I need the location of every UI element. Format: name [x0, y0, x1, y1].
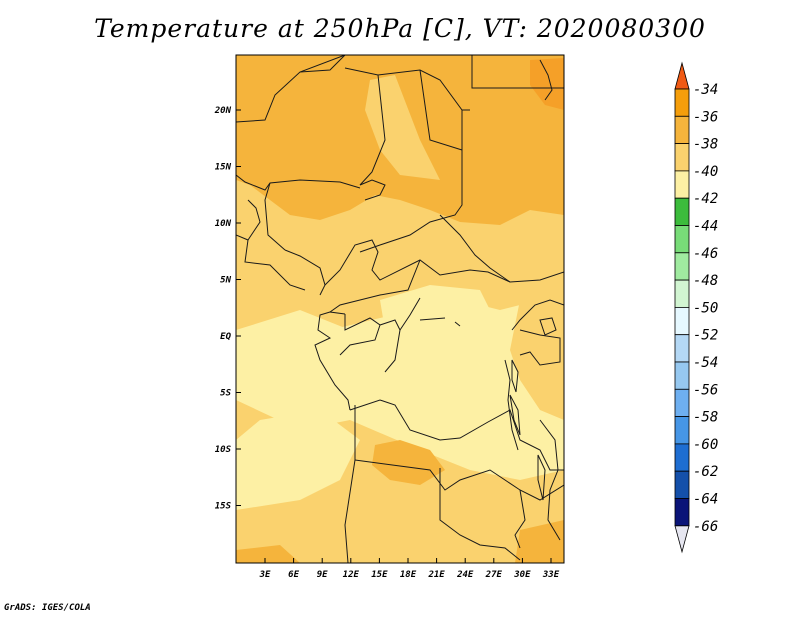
map-frame: [235, 54, 565, 564]
colorbar-box: [674, 361, 690, 390]
lat-label: 15N: [215, 163, 232, 173]
lat-label: 5N: [220, 276, 231, 286]
colorbar-box: [674, 197, 690, 226]
lon-label: 24E: [456, 570, 474, 580]
colorbar-label: -58: [693, 410, 718, 426]
colorbar-box: [674, 170, 690, 199]
band-40-intrusion: [365, 75, 440, 180]
lon-label: 12E: [343, 570, 360, 580]
lat-label: 10S: [215, 445, 232, 455]
lon-label: 6E: [288, 570, 299, 580]
lon-label: 15E: [371, 570, 388, 580]
colorbar-box: [674, 388, 690, 417]
band-42-south: [236, 410, 360, 510]
colorbar-label: -48: [693, 273, 718, 289]
band-38-southeast: [515, 520, 564, 563]
colorbar-label: -62: [693, 464, 718, 480]
colorbar-label: -54: [693, 355, 718, 371]
colorbar-label: -38: [693, 137, 718, 153]
colorbar-box: [674, 279, 690, 308]
colorbar-box: [674, 334, 690, 363]
lon-label: 30E: [513, 570, 531, 580]
lat-label: 5S: [220, 389, 231, 399]
lat-label: EQ: [220, 332, 231, 342]
colorbar-box: [674, 115, 690, 145]
band-42-central: [380, 285, 500, 380]
colorbar-bottom-arrow: [674, 525, 690, 554]
colorbar-box: [674, 470, 690, 499]
colorbar-box: [674, 416, 690, 445]
lat-label: 20N: [214, 106, 232, 116]
colorbar-label: -36: [693, 109, 718, 125]
lon-label: 9E: [317, 570, 328, 580]
band-38-southwest: [236, 545, 300, 563]
grads-credit: GrADS: IGES/COLA: [4, 603, 91, 613]
colorbar-box: [674, 306, 690, 336]
lat-label: 10N: [215, 219, 232, 229]
map-title: Temperature at 250hPa [C], VT: 202008030…: [94, 14, 706, 43]
colorbar-label: -40: [693, 164, 718, 180]
colorbar: -34 -36 -38 -40 -42 -44 -46 -48 -50 -52 -54 -56 -58 -…: [674, 61, 718, 554]
lon-label: 33E: [542, 570, 560, 580]
country-borders: [236, 55, 564, 563]
colorbar-label: -44: [693, 219, 718, 235]
colorbar-box: [674, 143, 690, 172]
band-36-patch: [530, 58, 564, 110]
colorbar-label: -64: [693, 492, 718, 508]
colorbar-box: [674, 443, 690, 472]
lon-label: 27E: [485, 570, 503, 580]
colorbar-label: -34: [693, 82, 718, 98]
lakes: [419, 317, 557, 501]
lon-label: 18E: [400, 570, 417, 580]
colorbar-label: -66: [693, 519, 718, 535]
colorbar-label: -52: [693, 328, 718, 344]
colorbar-label: -46: [693, 246, 718, 262]
colorbar-box: [674, 88, 690, 117]
lon-label: 3E: [259, 570, 271, 580]
colorbar-label: -42: [693, 191, 718, 207]
colorbar-box: [674, 498, 690, 527]
colorbar-box: [674, 225, 690, 254]
colorbar-box: [674, 252, 690, 281]
colorbar-label: -50: [693, 300, 718, 316]
band-40-east: [510, 290, 564, 420]
colorbar-top-arrow: [674, 61, 690, 90]
colorbar-label: -60: [693, 437, 718, 453]
band-38-angola: [372, 440, 445, 485]
longitude-axis: 3E 6E 9E 12E 15E 18E 21E 24E 27E 30E 33E: [259, 558, 560, 580]
lat-label: 15S: [215, 502, 232, 512]
temperature-field: [236, 55, 564, 563]
lon-label: 21E: [427, 570, 445, 580]
colorbar-label: -56: [693, 382, 718, 398]
latitude-axis: 20N 15N 10N 5N EQ 5S 10S 15S: [214, 106, 241, 512]
